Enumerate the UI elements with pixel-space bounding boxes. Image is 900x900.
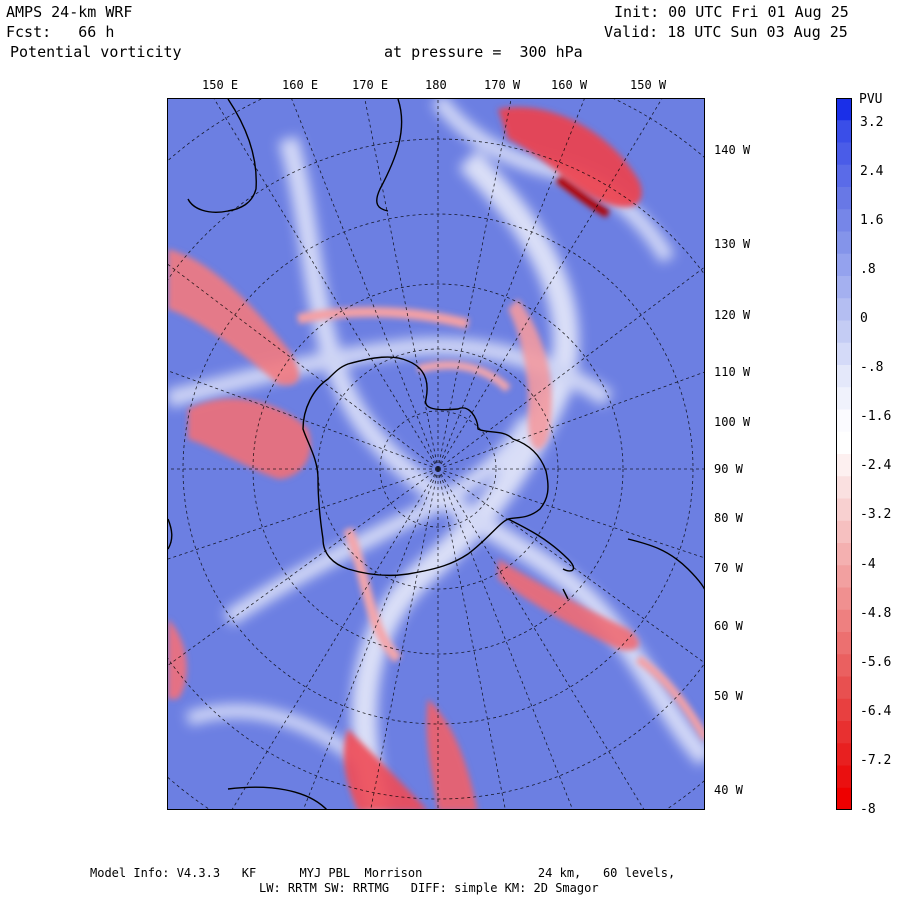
colorbar-swatch <box>836 765 852 789</box>
colorbar-tick-label: -.8 <box>860 360 884 376</box>
lon-label-top: 150 E <box>202 78 239 92</box>
colorbar-swatch <box>836 120 852 143</box>
lon-label-right: 130 W <box>714 237 751 251</box>
colorbar-swatch <box>836 654 852 677</box>
colorbar-swatch <box>836 743 852 766</box>
lon-label-right: 40 W <box>714 783 743 797</box>
colorbar-swatch <box>836 698 852 722</box>
init-time: Init: 00 UTC Fri 01 Aug 25 <box>614 3 849 21</box>
colorbar-swatch <box>836 431 852 455</box>
colorbar-swatch <box>836 98 852 121</box>
colorbar-swatch <box>836 209 852 232</box>
colorbar-swatch <box>836 409 852 433</box>
lon-label-top: 170 W <box>484 78 521 92</box>
model-title: AMPS 24-km WRF <box>6 3 133 21</box>
lon-label-right: 50 W <box>714 689 743 703</box>
colorbar-swatch <box>836 498 852 522</box>
colorbar-swatch <box>836 454 852 477</box>
lon-label-top: 160 E <box>282 78 319 92</box>
coastlines <box>168 99 704 809</box>
valid-time: Valid: 18 UTC Sun 03 Aug 25 <box>604 23 848 41</box>
colorbar-tick-label: -8 <box>860 802 876 817</box>
forecast-hour: Fcst: 66 h <box>6 23 115 41</box>
lon-label-top: 180 <box>425 78 447 92</box>
lon-label-right: 70 W <box>714 561 743 575</box>
colorbar-swatch <box>836 587 852 611</box>
pv-field-svg <box>168 99 704 809</box>
colorbar-unit: PVU <box>859 92 883 107</box>
lon-label-right: 80 W <box>714 511 743 525</box>
lon-label-right: 140 W <box>714 143 751 157</box>
colorbar-tick-label: -4.8 <box>860 605 892 621</box>
model-info-line1: Model Info: V4.3.3 KF MYJ PBL Morrison 2… <box>90 866 676 880</box>
lon-label-right: 110 W <box>714 365 751 379</box>
lon-label-right: 120 W <box>714 308 751 322</box>
colorbar-swatch <box>836 543 852 566</box>
colorbar-tick-label: 0 <box>860 311 868 326</box>
colorbar-border <box>836 98 852 810</box>
colorbar-tick-label: 2.4 <box>860 163 884 179</box>
colorbar-swatch <box>836 721 852 744</box>
colorbar-tick-label: -6.4 <box>860 703 892 719</box>
lon-label-top: 150 W <box>630 78 667 92</box>
colorbar-swatch <box>836 253 852 277</box>
colorbar-swatch <box>836 609 852 633</box>
colorbar-swatch <box>836 787 852 810</box>
colorbar-tick-label: 3.2 <box>860 114 884 130</box>
colorbar-swatch <box>836 142 852 166</box>
colorbar-swatch <box>836 520 852 544</box>
colorbar-swatch <box>836 164 852 188</box>
colorbar-swatch <box>836 231 852 255</box>
colorbar-tick-label: 1.6 <box>860 212 884 228</box>
colorbar-swatch <box>836 476 852 499</box>
colorbar-swatch <box>836 342 852 366</box>
pv-map <box>167 98 705 810</box>
colorbar-swatch <box>836 365 852 388</box>
lon-label-right: 100 W <box>714 415 751 429</box>
graticule <box>168 99 704 809</box>
colorbar-tick-label: -7.2 <box>860 752 892 768</box>
colorbar-tick-label: .8 <box>860 261 876 277</box>
model-info-line2: LW: RRTM SW: RRTMG DIFF: simple KM: 2D S… <box>259 881 599 895</box>
colorbar-tick-label: -4 <box>860 556 876 572</box>
lon-label-top: 170 E <box>352 78 389 92</box>
colorbar-swatch <box>836 187 852 210</box>
lon-label-right: 60 W <box>714 619 743 633</box>
colorbar-tick-label: -5.6 <box>860 654 892 670</box>
lon-label-right: 90 W <box>714 462 743 476</box>
colorbar-swatch <box>836 676 852 700</box>
colorbar-swatch <box>836 387 852 410</box>
colorbar <box>836 98 852 810</box>
pv-red-features <box>168 107 704 809</box>
colorbar-tick-label: -2.4 <box>860 458 892 474</box>
colorbar-swatch <box>836 565 852 588</box>
colorbar-swatch <box>836 298 852 321</box>
lon-label-top: 160 W <box>551 78 588 92</box>
field-name: Potential vorticity <box>10 43 182 61</box>
colorbar-tick-label: -1.6 <box>860 409 892 425</box>
colorbar-tick-label: -3.2 <box>860 507 892 523</box>
colorbar-swatch <box>836 632 852 655</box>
pv-light-filaments <box>168 99 704 809</box>
pressure-level: at pressure = 300 hPa <box>384 43 583 61</box>
colorbar-swatch <box>836 320 852 344</box>
colorbar-swatch <box>836 276 852 299</box>
